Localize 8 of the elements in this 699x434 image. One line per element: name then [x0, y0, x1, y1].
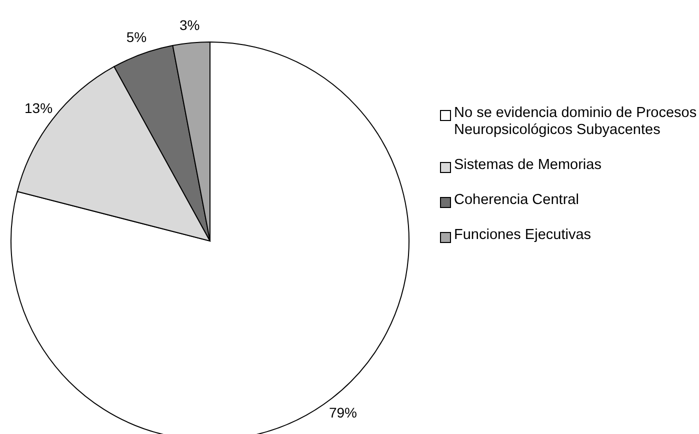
legend-label: Sistemas de Memorias [454, 157, 602, 174]
legend-label: No se evidencia dominio de Procesos Neuropsicológicos Subyacentes [454, 105, 698, 139]
legend-label: Coherencia Central [454, 192, 579, 209]
data-label: 13% [24, 100, 53, 116]
data-label: 5% [126, 28, 147, 45]
data-label: 79% [328, 404, 358, 420]
legend-label: Funciones Ejecutivas [454, 227, 592, 244]
data-label: 3% [179, 16, 200, 33]
